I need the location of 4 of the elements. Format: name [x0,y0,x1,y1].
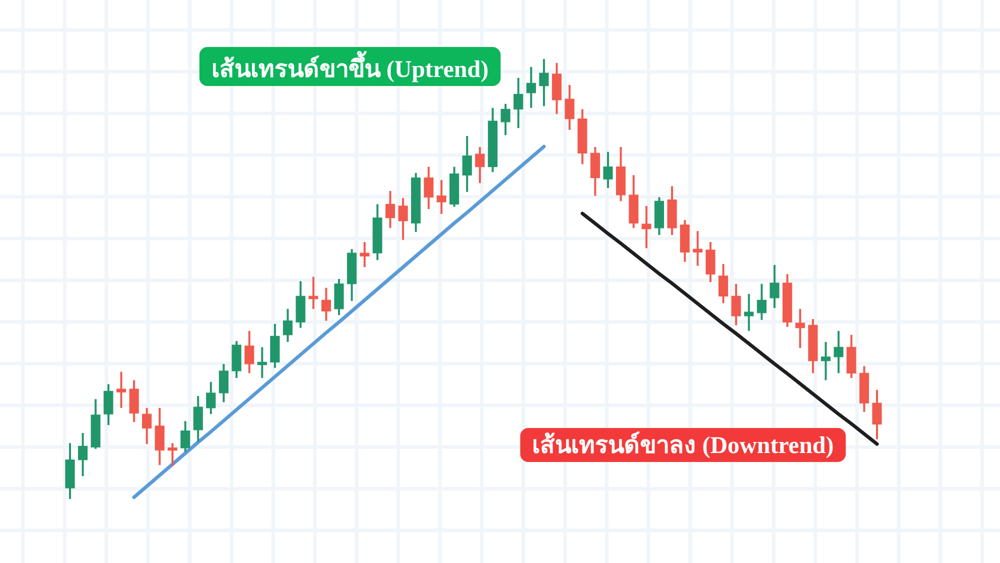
annotation: เส้นเทรนด์ขาลง (Downtrend) [532,431,834,459]
annotation: เส้นเทรนด์ขาลง (Downtrend) [520,428,846,462]
annotation: เส้นเทรนด์ขาขึ้น (Uptrend) [211,50,489,83]
annotation: เส้นเทรนด์ขาขึ้น (Uptrend) [199,47,501,86]
